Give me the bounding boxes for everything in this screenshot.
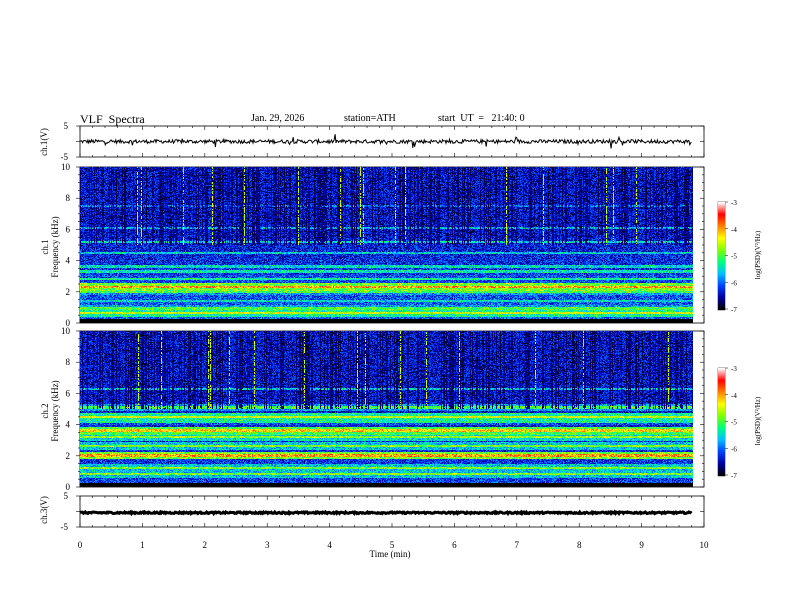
ch1_spectrogram-ytick-label: 8 bbox=[66, 193, 71, 203]
colorbar-tick-label: -3 bbox=[731, 199, 737, 207]
ch2_spectrogram-ytick-label: 8 bbox=[66, 357, 71, 367]
x-tick-label: 4 bbox=[327, 540, 332, 550]
ch3_voltage-ytick-label: 5 bbox=[64, 491, 69, 501]
ch2-frequency-ylabel: ch.2 Frequency (kHz) bbox=[40, 371, 60, 451]
ch1_spectrogram-ytick-label: 0 bbox=[66, 318, 71, 328]
colorbar-ch1-label: log(PSD)(V²/Hz) bbox=[754, 230, 762, 280]
colorbar-ch2 bbox=[718, 368, 725, 476]
ch3_voltage-ytick-label: -5 bbox=[61, 522, 69, 532]
ch1_voltage-ytick-label: -5 bbox=[61, 152, 69, 162]
colorbar-ch1 bbox=[718, 202, 725, 310]
x-tick-label: 7 bbox=[515, 540, 520, 550]
ch3-voltage-ylabel: ch.3(V) bbox=[39, 496, 49, 524]
ch1_spectrogram-ytick-label: 2 bbox=[66, 287, 71, 297]
x-tick-label: 1 bbox=[140, 540, 145, 550]
ch1-ylabel-line2: Frequency (kHz) bbox=[50, 216, 60, 278]
ch2-ylabel-line1: ch.2 bbox=[40, 403, 50, 419]
ch1-ylabel-line1: ch.1 bbox=[40, 239, 50, 255]
x-tick-label: 5 bbox=[390, 540, 395, 550]
ch3_voltage-trace bbox=[79, 509, 693, 517]
x-tick-label: 9 bbox=[639, 540, 644, 550]
ch2_spectrogram-ytick-label: 4 bbox=[66, 420, 71, 430]
x-tick-label: 3 bbox=[265, 540, 270, 550]
ch1_spectrogram-ytick-label: 4 bbox=[66, 256, 71, 266]
x-tick-label: 0 bbox=[78, 540, 83, 550]
x-tick-label: 8 bbox=[577, 540, 582, 550]
ch2_spectrogram-ytick-label: 6 bbox=[66, 388, 71, 398]
colorbar-tick-label: -5 bbox=[731, 253, 737, 261]
ch2_spectrogram-ytick-label: 10 bbox=[61, 326, 71, 336]
date-label: Jan. 29, 2026 bbox=[251, 113, 305, 124]
ch1-spectrogram bbox=[80, 167, 693, 323]
start-time-label: start UT = 21:40: 0 bbox=[438, 113, 525, 124]
colorbar-tick-label: -5 bbox=[731, 419, 737, 427]
x-tick-label: 10 bbox=[700, 540, 710, 550]
colorbar-tick-label: -3 bbox=[731, 365, 737, 373]
colorbar-tick-label: -4 bbox=[731, 226, 737, 234]
colorbar-tick-label: -6 bbox=[731, 445, 737, 453]
x-axis-label: Time (min) bbox=[369, 549, 411, 559]
chart-title: VLF Spectra bbox=[80, 112, 145, 126]
ch2-spectrogram bbox=[80, 331, 693, 487]
station-label: station=ATH bbox=[344, 113, 396, 124]
ch1_voltage-trace bbox=[79, 134, 692, 149]
x-tick-label: 2 bbox=[203, 540, 208, 550]
ch2_spectrogram-ytick-label: 0 bbox=[66, 482, 71, 492]
colorbar-ch2-label: log(PSD)(V²/Hz) bbox=[754, 396, 762, 446]
colorbar-tick-label: -4 bbox=[731, 392, 737, 400]
ch2-ylabel-line2: Frequency (kHz) bbox=[50, 380, 60, 442]
colorbar-tick-label: -6 bbox=[731, 279, 737, 287]
ch1-voltage-ylabel: ch.1(V) bbox=[39, 128, 49, 156]
ch1-frequency-ylabel: ch.1 Frequency (kHz) bbox=[40, 207, 60, 287]
ch1_voltage-ytick-label: 5 bbox=[64, 121, 69, 131]
colorbar-tick-label: -7 bbox=[731, 306, 737, 314]
ch1_spectrogram-ytick-label: 6 bbox=[66, 224, 71, 234]
ch1_spectrogram-ytick-label: 10 bbox=[61, 162, 71, 172]
x-tick-label: 6 bbox=[452, 540, 457, 550]
ch2_spectrogram-ytick-label: 2 bbox=[66, 451, 71, 461]
colorbar-tick-label: -7 bbox=[731, 472, 737, 480]
